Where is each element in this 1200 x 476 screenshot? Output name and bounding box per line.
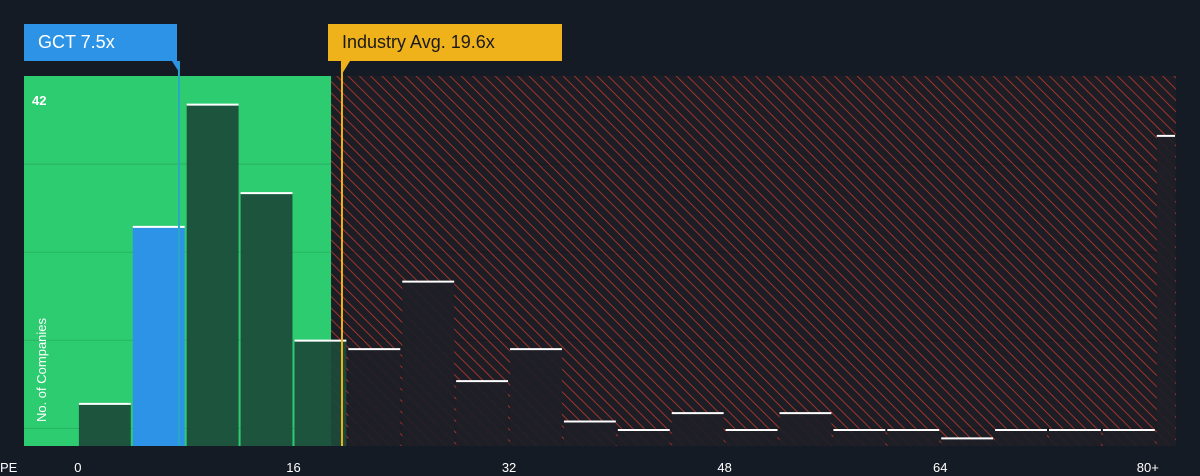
company-pe-label: GCT 7.5x xyxy=(38,32,115,52)
histogram-bar xyxy=(725,429,778,446)
x-axis-title: PE xyxy=(0,460,18,475)
histogram-bar xyxy=(995,429,1047,446)
histogram-bar xyxy=(402,281,455,446)
histogram-bar xyxy=(510,349,562,446)
industry-average-label: Industry Avg. 19.6x xyxy=(342,32,495,52)
histogram-bar xyxy=(1156,135,1175,447)
histogram-bar xyxy=(240,193,293,446)
histogram-bar xyxy=(617,429,670,446)
histogram-bar xyxy=(671,413,724,446)
x-tick-label: 80+ xyxy=(1137,460,1159,475)
x-tick-label: 48 xyxy=(717,460,731,475)
industry-average-pointer xyxy=(341,61,350,74)
histogram-bar xyxy=(833,429,886,446)
x-tick-label: 32 xyxy=(502,460,516,475)
histogram-bar xyxy=(779,413,832,446)
histogram-bar xyxy=(132,226,185,446)
histogram-bar xyxy=(1102,429,1155,446)
x-tick-label: 0 xyxy=(74,460,81,475)
y-max-tick-label: 42 xyxy=(32,93,46,108)
histogram-bar xyxy=(563,421,616,446)
x-tick-label: 16 xyxy=(286,460,300,475)
histogram-bar xyxy=(78,403,131,446)
histogram-bar xyxy=(186,104,239,447)
x-tick-label: 64 xyxy=(933,460,947,475)
histogram-bar xyxy=(456,381,509,446)
y-axis-title: No. of Companies xyxy=(34,317,49,422)
histogram-bar xyxy=(1049,429,1101,446)
histogram-bar xyxy=(348,349,401,446)
histogram-bar xyxy=(887,429,940,446)
histogram-bar xyxy=(941,438,994,446)
company-pe-callout: GCT 7.5x xyxy=(24,24,177,61)
industry-average-callout: Industry Avg. 19.6x xyxy=(328,24,562,61)
company-pe-pointer xyxy=(171,61,179,72)
histogram-bar xyxy=(294,340,347,446)
